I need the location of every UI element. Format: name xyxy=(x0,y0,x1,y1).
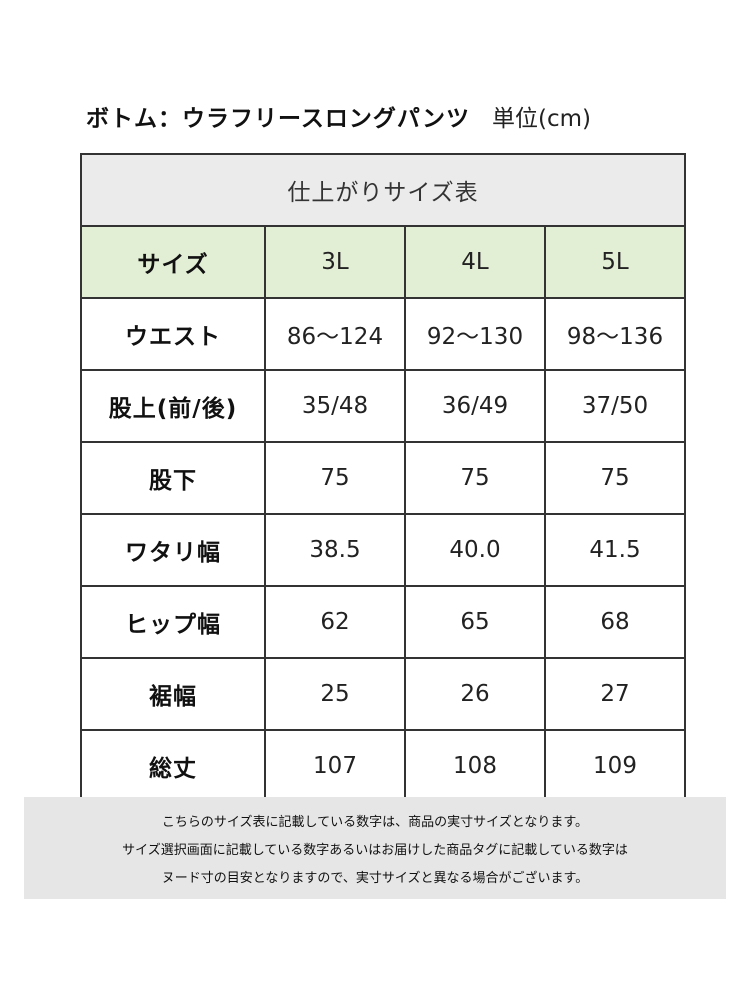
row-label: ウエスト xyxy=(80,297,266,371)
cell-value: 38.5 xyxy=(264,513,406,587)
row-label: 股下 xyxy=(80,441,266,515)
cell-value: 36/49 xyxy=(404,369,546,443)
table-row-rise: 股上(前/後) 35/48 36/49 37/50 xyxy=(80,369,686,443)
table-row-hip-width: ヒップ幅 62 65 68 xyxy=(80,585,686,659)
cell-value: 40.0 xyxy=(404,513,546,587)
note-line: こちらのサイズ表に記載している数字は、商品の実寸サイズとなります。 xyxy=(161,814,589,830)
cell-value: 62 xyxy=(264,585,406,659)
row-label: ワタリ幅 xyxy=(80,513,266,587)
header-size-label: サイズ xyxy=(80,225,266,299)
cell-value: 108 xyxy=(404,729,546,803)
note-line: サイズ選択画面に記載している数字あるいはお届けした商品タグに記載している数字は xyxy=(122,842,628,858)
table-row-total-length: 総丈 107 108 109 xyxy=(80,729,686,803)
cell-value: 27 xyxy=(544,657,686,731)
cell-value: 26 xyxy=(404,657,546,731)
row-label: 裾幅 xyxy=(80,657,266,731)
note-line: ヌード寸の目安となりますので、実寸サイズと異なる場合がございます。 xyxy=(161,870,589,886)
cell-value: 107 xyxy=(264,729,406,803)
caption-row: 仕上がりサイズ表 xyxy=(80,153,686,227)
row-label: ヒップ幅 xyxy=(80,585,266,659)
header-row: サイズ 3L 4L 5L xyxy=(80,225,686,299)
table-row-inseam: 股下 75 75 75 xyxy=(80,441,686,515)
row-label: 総丈 xyxy=(80,729,266,803)
cell-value: 25 xyxy=(264,657,406,731)
cell-value: 109 xyxy=(544,729,686,803)
unit-label: 単位(cm) xyxy=(492,106,591,132)
header-size-4l: 4L xyxy=(404,225,546,299)
cell-value: 35/48 xyxy=(264,369,406,443)
cell-value: 41.5 xyxy=(544,513,686,587)
cell-value: 65 xyxy=(404,585,546,659)
table-row-waist: ウエスト 86〜124 92〜130 98〜136 xyxy=(80,297,686,371)
cell-value: 75 xyxy=(404,441,546,515)
cell-value: 75 xyxy=(544,441,686,515)
cell-value: 86〜124 xyxy=(264,297,406,371)
cell-value: 92〜130 xyxy=(404,297,546,371)
cell-value: 75 xyxy=(264,441,406,515)
table-caption: 仕上がりサイズ表 xyxy=(80,153,686,227)
cell-value: 37/50 xyxy=(544,369,686,443)
cell-value: 68 xyxy=(544,585,686,659)
table-row-thigh-width: ワタリ幅 38.5 40.0 41.5 xyxy=(80,513,686,587)
title-row: ボトム：ウラフリースロングパンツ 単位(cm) xyxy=(86,96,686,136)
header-size-5l: 5L xyxy=(544,225,686,299)
cell-value: 98〜136 xyxy=(544,297,686,371)
row-label: 股上(前/後) xyxy=(80,369,266,443)
size-table: 仕上がりサイズ表 サイズ 3L 4L 5L ウエスト 86〜124 92〜130… xyxy=(80,153,686,803)
page-title: ボトム：ウラフリースロングパンツ xyxy=(86,106,470,132)
table-row-hem-width: 裾幅 25 26 27 xyxy=(80,657,686,731)
header-size-3l: 3L xyxy=(264,225,406,299)
disclaimer-note: こちらのサイズ表に記載している数字は、商品の実寸サイズとなります。 サイズ選択画… xyxy=(24,797,726,899)
